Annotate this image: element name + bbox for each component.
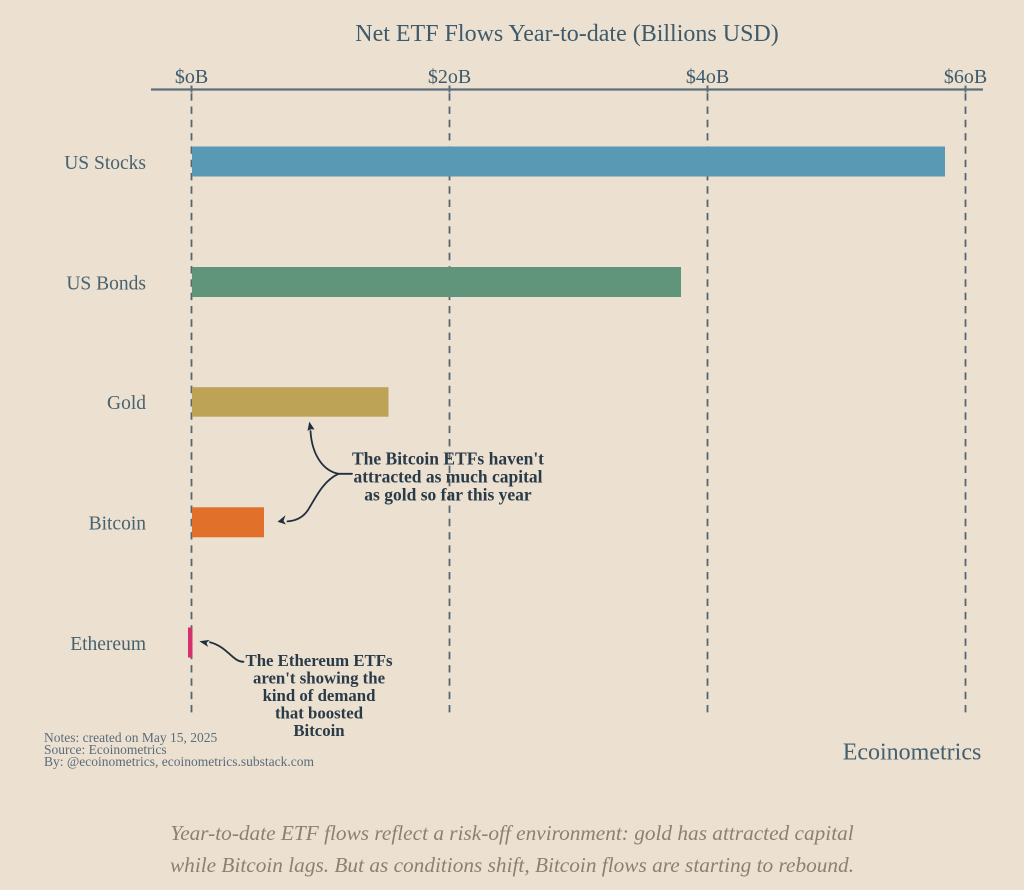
svg-text:$2oB: $2oB <box>428 66 471 88</box>
svg-text:$oB: $oB <box>175 66 208 88</box>
svg-text:while Bitcoin lags. But as con: while Bitcoin lags. But as conditions sh… <box>170 853 854 877</box>
svg-text:$6oB: $6oB <box>944 66 987 88</box>
svg-text:Bitcoin: Bitcoin <box>293 721 345 740</box>
svg-text:Ethereum: Ethereum <box>70 634 146 655</box>
svg-text:kind of demand: kind of demand <box>263 686 377 705</box>
svg-text:$4oB: $4oB <box>686 66 729 88</box>
svg-text:US Bonds: US Bonds <box>66 274 146 295</box>
svg-text:The Bitcoin ETFs haven't: The Bitcoin ETFs haven't <box>352 449 544 469</box>
svg-text:Source: Ecoinometrics: Source: Ecoinometrics <box>44 742 167 757</box>
svg-text:The Ethereum ETFs: The Ethereum ETFs <box>246 651 393 670</box>
svg-text:Year-to-date ETF flows reflect: Year-to-date ETF flows reflect a risk-of… <box>170 821 853 845</box>
svg-text:as gold so far this year: as gold so far this year <box>364 485 532 505</box>
svg-text:Ecoinometrics: Ecoinometrics <box>843 740 982 766</box>
svg-text:Net ETF Flows Year-to-date (Bi: Net ETF Flows Year-to-date (Billions USD… <box>355 21 779 47</box>
svg-text:Notes: created on May 15, 2025: Notes: created on May 15, 2025 <box>44 730 217 745</box>
svg-text:Gold: Gold <box>107 393 146 414</box>
svg-text:Bitcoin: Bitcoin <box>89 514 147 535</box>
svg-text:aren't showing the: aren't showing the <box>253 669 386 688</box>
svg-text:that boosted: that boosted <box>275 704 364 723</box>
svg-text:US Stocks: US Stocks <box>64 153 146 174</box>
svg-text:attracted as much capital: attracted as much capital <box>353 467 542 487</box>
svg-text:By: @ecoinometrics, ecoinometr: By: @ecoinometrics, ecoinometrics.substa… <box>44 754 314 769</box>
